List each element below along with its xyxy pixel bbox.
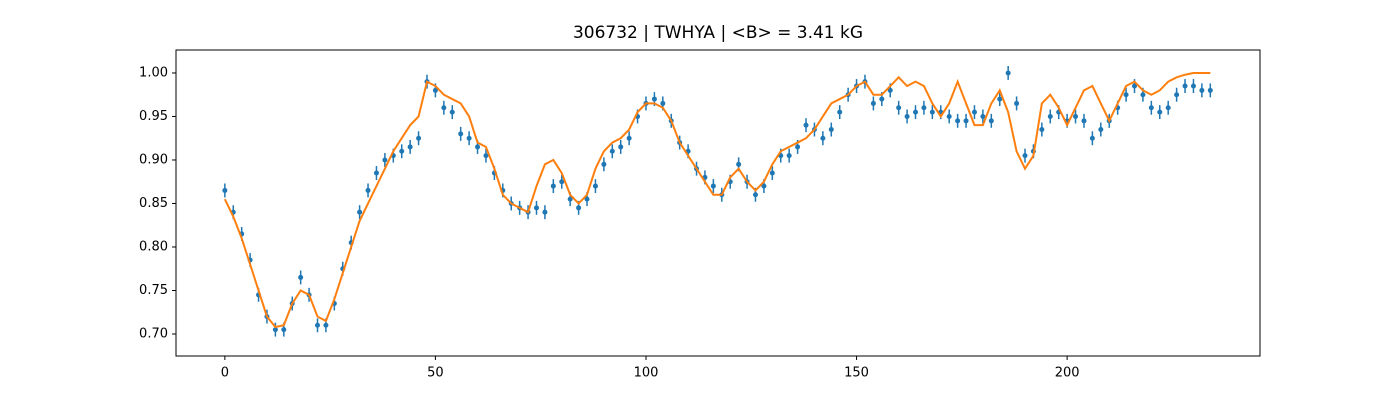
data-point: [1098, 127, 1104, 133]
data-point: [736, 161, 742, 167]
data-point: [1039, 127, 1045, 133]
data-point: [618, 144, 624, 150]
data-point: [946, 113, 952, 119]
data-point: [1190, 83, 1196, 89]
data-point: [298, 274, 304, 280]
data-point: [660, 100, 666, 106]
x-tick-label: 150: [844, 366, 869, 381]
data-point: [281, 327, 287, 333]
y-tick-label: 0.80: [139, 239, 168, 254]
y-tick-label: 1.00: [139, 65, 168, 80]
data-point: [913, 109, 919, 115]
data-point: [921, 105, 927, 111]
data-point: [441, 105, 447, 111]
data-point: [357, 209, 363, 215]
data-point: [820, 135, 826, 141]
data-point: [769, 170, 775, 176]
data-point: [1081, 118, 1087, 124]
data-point: [416, 135, 422, 141]
y-tick-label: 0.85: [139, 196, 168, 211]
y-tick-label: 0.75: [139, 283, 168, 298]
data-point: [1207, 87, 1213, 93]
data-point: [963, 118, 969, 124]
data-point: [1073, 113, 1079, 119]
data-point: [1022, 153, 1028, 159]
data-point: [904, 113, 910, 119]
data-point: [1123, 92, 1129, 98]
data-point: [1165, 105, 1171, 111]
data-point: [365, 187, 371, 193]
data-point: [475, 144, 481, 150]
data-point: [710, 183, 716, 189]
data-point: [449, 109, 455, 115]
data-point: [609, 148, 615, 154]
x-tick-label: 50: [427, 366, 444, 381]
data-point: [837, 109, 843, 115]
data-point: [795, 144, 801, 150]
data-point: [761, 183, 767, 189]
data-point: [576, 205, 582, 211]
chart-title: 306732 | TWHYA | <B> = 3.41 kG: [573, 23, 863, 43]
data-point: [382, 157, 388, 163]
data-point: [399, 148, 405, 154]
data-point: [752, 192, 758, 198]
data-point: [1148, 105, 1154, 111]
data-point: [1089, 135, 1095, 141]
data-point: [584, 196, 590, 202]
data-point: [1157, 109, 1163, 115]
data-point: [955, 118, 961, 124]
data-point: [458, 131, 464, 137]
model-line: [223, 71, 1211, 329]
x-tick-label: 100: [634, 366, 659, 381]
data-point: [896, 105, 902, 111]
data-point: [533, 205, 539, 211]
data-point: [997, 96, 1003, 102]
data-point: [1132, 83, 1138, 89]
data-point: [373, 170, 379, 176]
data-point: [651, 96, 657, 102]
data-point: [980, 113, 986, 119]
data-point: [929, 109, 935, 115]
x-tick-label: 0: [221, 366, 229, 381]
data-point: [1174, 92, 1180, 98]
plot-frame: [175, 49, 1261, 357]
y-tick-label: 0.90: [139, 152, 168, 167]
data-point: [887, 87, 893, 93]
data-point: [626, 135, 632, 141]
data-point: [315, 322, 321, 328]
data-point: [567, 196, 573, 202]
y-tick-label: 0.70: [139, 326, 168, 341]
data-point: [1014, 100, 1020, 106]
data-point: [988, 118, 994, 124]
data-point: [542, 209, 548, 215]
data-point: [550, 183, 556, 189]
y-tick-label: 0.95: [139, 109, 168, 124]
data-point: [407, 144, 413, 150]
data-point: [1199, 87, 1205, 93]
data-point: [1182, 83, 1188, 89]
data-point: [803, 122, 809, 128]
data-point: [559, 179, 565, 185]
data-point: [828, 127, 834, 133]
data-point: [222, 187, 228, 193]
data-point: [971, 109, 977, 115]
data-point: [323, 322, 329, 328]
data-point: [272, 327, 278, 333]
data-point: [1140, 92, 1146, 98]
data-point: [601, 161, 607, 167]
data-point: [786, 153, 792, 159]
data-point: [1047, 113, 1053, 119]
data-point: [879, 96, 885, 102]
x-tick-label: 200: [1055, 366, 1080, 381]
data-point: [466, 135, 472, 141]
data-point: [432, 87, 438, 93]
data-point: [483, 153, 489, 159]
data-point: [1005, 70, 1011, 76]
data-point: [870, 100, 876, 106]
data-point: [592, 183, 598, 189]
